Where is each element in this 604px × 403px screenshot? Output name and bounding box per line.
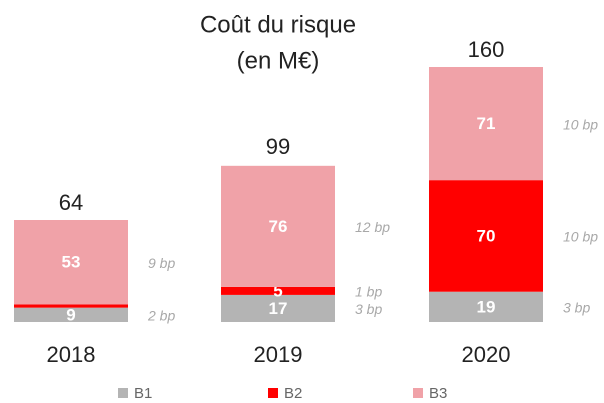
chart-title: Coût du risque [200,11,356,38]
legend-label: B2 [284,385,302,402]
x-tick-label: 2020 [462,342,511,367]
x-tick-label: 2019 [254,342,303,367]
bp-label: 2 bp [147,308,175,324]
bp-label: 3 bp [563,300,590,316]
bp-label: 1 bp [355,284,382,300]
bar-segment [14,304,128,308]
legend-label: B1 [134,385,152,402]
value-label: 53 [62,253,81,272]
bp-label: 3 bp [355,301,382,317]
bar-segment [429,67,543,181]
value-label: 70 [477,226,496,245]
chart-title: (en M€) [237,47,320,74]
value-label: 71 [477,114,496,133]
legend-swatch [118,388,128,398]
bar-segment [14,220,128,305]
bar-segment [429,291,543,322]
bar-segment [221,286,335,295]
bp-label: 9 bp [148,255,175,271]
legend-label: B3 [429,385,447,402]
legend-swatch [413,388,423,398]
bp-label: 10 bp [563,116,598,132]
bp-label: 10 bp [563,229,598,245]
value-label: 76 [269,217,288,236]
value-label: 5 [273,281,282,300]
bar-segment [14,307,128,322]
bar-segment [429,180,543,292]
bar-segment [221,294,335,322]
value-label: 9 [66,305,75,324]
legend-swatch [268,388,278,398]
x-tick-label: 2018 [47,342,96,367]
value-label: 17 [269,299,288,318]
total-label: 99 [266,134,290,159]
bar-segment [221,165,335,287]
value-label: 19 [477,297,496,316]
bp-label: 12 bp [355,219,390,235]
total-label: 64 [59,190,83,215]
total-label: 160 [468,37,505,62]
